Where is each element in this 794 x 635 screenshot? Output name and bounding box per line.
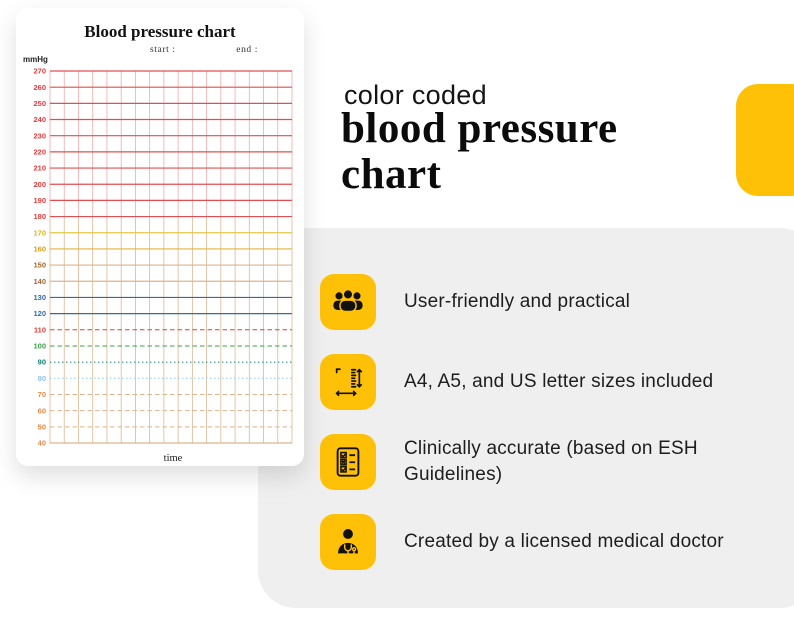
svg-text:110: 110 <box>34 325 46 334</box>
svg-text:210: 210 <box>33 164 46 173</box>
product-title-line1: blood pressure <box>341 105 618 152</box>
bp-chart-card: Blood pressure chart start : end : mmHg … <box>16 8 304 466</box>
feature-row-user-friendly: User-friendly and practical <box>320 274 794 330</box>
x-axis-label: time <box>163 453 183 464</box>
svg-text:80: 80 <box>38 374 46 383</box>
svg-text:70: 70 <box>38 390 46 399</box>
bp-grid-svg: 270 260 250 240 230 220 210 200 190 180 170 160 150 1… <box>33 67 293 448</box>
svg-text:230: 230 <box>33 131 46 140</box>
checklist-icon <box>320 434 376 490</box>
svg-text:220: 220 <box>33 147 46 156</box>
svg-text:200: 200 <box>33 180 46 189</box>
paper-sizes-icon <box>320 354 376 410</box>
svg-text:40: 40 <box>38 439 46 448</box>
svg-text:130: 130 <box>33 293 46 302</box>
svg-text:90: 90 <box>38 358 46 367</box>
feature-text: User-friendly and practical <box>404 291 631 313</box>
doctor-icon <box>320 514 376 570</box>
paper-sizes-icon-svg <box>335 368 363 397</box>
users-icon-svg <box>333 289 363 313</box>
features-list: User-friendly and practical A4, A5, and … <box>258 228 794 570</box>
product-title: blood pressure chart <box>341 106 618 197</box>
svg-text:100: 100 <box>33 342 46 351</box>
feature-row-doctor: Created by a licensed medical doctor <box>320 514 794 570</box>
product-title-line2: chart <box>341 150 442 198</box>
feature-text: Clinically accurate (based on ESH Guidel… <box>404 438 698 485</box>
product-subtitle: color coded <box>344 80 487 110</box>
svg-text:250: 250 <box>33 99 46 108</box>
svg-text:150: 150 <box>33 261 46 270</box>
svg-text:170: 170 <box>33 228 46 237</box>
svg-text:260: 260 <box>33 83 46 92</box>
svg-text:270: 270 <box>33 67 46 76</box>
start-end-row: start : end : <box>150 45 258 55</box>
start-field-label: start : <box>150 45 176 55</box>
feature-row-accuracy: Clinically accurate (based on ESH Guidel… <box>320 434 794 490</box>
feature-text: Created by a licensed medical doctor <box>404 531 724 553</box>
accent-shape <box>736 84 794 196</box>
users-icon <box>320 274 376 330</box>
svg-text:160: 160 <box>33 245 46 254</box>
svg-text:120: 120 <box>33 309 46 318</box>
feature-text: A4, A5, and US letter sizes included <box>404 371 714 393</box>
features-panel: User-friendly and practical A4, A5, and … <box>258 228 794 608</box>
svg-text:190: 190 <box>33 196 46 205</box>
svg-text:240: 240 <box>33 115 46 124</box>
svg-text:50: 50 <box>38 422 46 431</box>
feature-row-sizes: A4, A5, and US letter sizes included <box>320 354 794 410</box>
doctor-icon-svg <box>338 529 358 556</box>
svg-text:60: 60 <box>38 406 46 415</box>
svg-text:180: 180 <box>33 212 46 221</box>
bp-chart-title: Blood pressure chart <box>84 22 236 41</box>
end-field-label: end : <box>236 45 258 55</box>
y-axis-unit-label: mmHg <box>23 55 48 64</box>
svg-text:140: 140 <box>33 277 46 286</box>
checklist-icon-svg <box>336 447 360 477</box>
